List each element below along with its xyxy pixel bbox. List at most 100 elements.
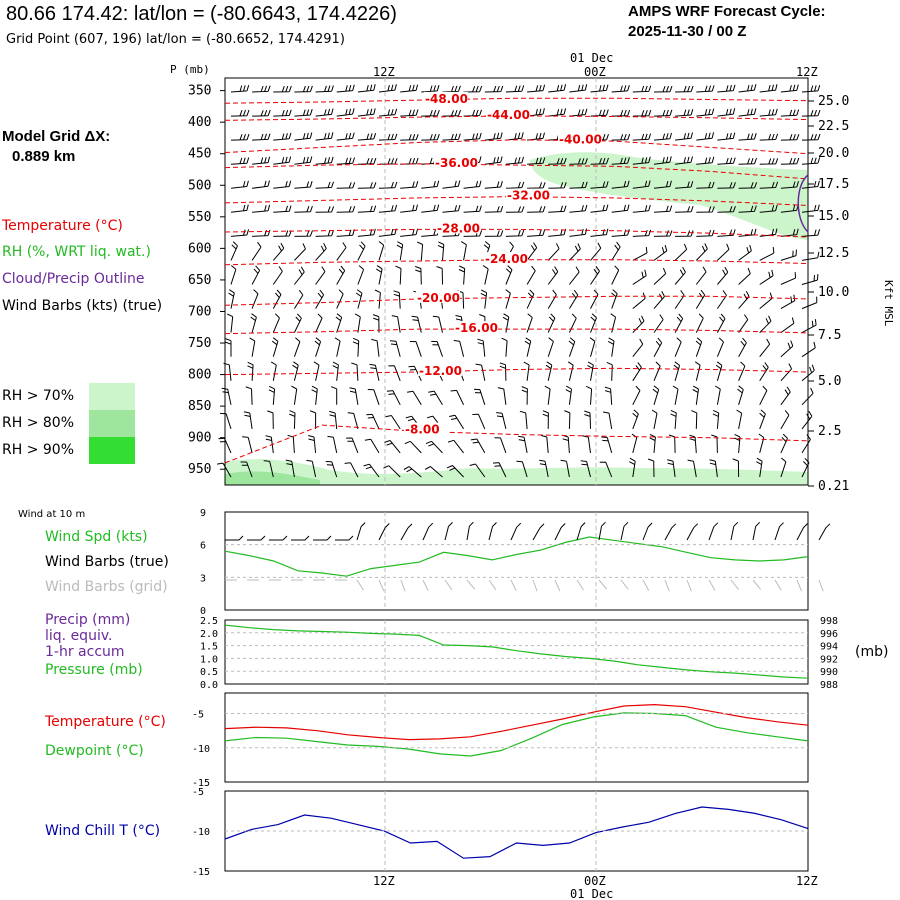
wind-barb <box>589 337 596 357</box>
wind-barb-true <box>708 522 719 541</box>
wind-barb <box>590 289 599 309</box>
wind-barb-true <box>620 521 629 541</box>
wind-barb <box>294 132 313 141</box>
wind-barb <box>801 364 815 382</box>
precip-ytick-label: 2.5 <box>200 616 218 627</box>
wind-barb <box>497 387 507 405</box>
wind-barb <box>758 433 765 454</box>
wind-barb <box>403 466 422 478</box>
wind-barb <box>548 157 567 165</box>
wind-barb <box>502 313 510 333</box>
wind-barb <box>632 315 645 333</box>
wind-barb <box>415 266 422 285</box>
wind-barb <box>385 415 401 430</box>
wind-barb <box>780 340 794 358</box>
windchill-label: Wind Chill T (°C) <box>45 823 161 839</box>
wind-barb <box>716 337 724 357</box>
wind-barb <box>780 294 796 310</box>
wind-barb <box>780 109 800 117</box>
rh-area-surface-strong <box>225 471 320 485</box>
wind-barb <box>737 385 744 405</box>
wind-barb <box>717 132 736 141</box>
wind-barb <box>738 84 757 93</box>
wind-barb <box>780 410 790 430</box>
wind-barb <box>759 292 773 309</box>
wind-barb <box>717 157 736 165</box>
wind-barb <box>273 156 292 165</box>
wind-barb <box>424 466 443 478</box>
wind-barb <box>738 337 747 357</box>
wind-barb <box>243 411 253 429</box>
wind-barb <box>378 181 398 189</box>
wind-barb <box>336 157 355 165</box>
wind-barb <box>407 390 422 406</box>
wind-barb <box>408 365 422 382</box>
height-tick-label: 10.0 <box>818 285 849 300</box>
wind-barb <box>780 249 797 261</box>
wind-barb <box>653 85 673 93</box>
legend-rh: RH (%, WRT liq. wat.) <box>2 244 151 260</box>
contour-label: -32.00 <box>507 189 550 203</box>
panel-frame <box>224 619 809 685</box>
wind-barb <box>539 459 549 478</box>
wind-barb <box>349 387 359 405</box>
wind-barb <box>217 462 232 478</box>
temperature-panel: -15 -10 -5 <box>192 692 809 789</box>
contour-label-bg <box>404 422 448 435</box>
temperature-label: Temperature (°C) <box>45 714 166 730</box>
wind-barb <box>547 289 557 309</box>
wind-barb <box>527 132 545 141</box>
wind-barb <box>694 361 701 381</box>
precip-ytick-label: 0.0 <box>200 680 218 691</box>
wind-barb <box>484 205 504 213</box>
wind-barb <box>738 267 751 285</box>
pressure-ytick-label: 994 <box>820 642 838 653</box>
wind-barb <box>411 315 422 333</box>
temperature-contour <box>224 163 809 180</box>
wind-barb <box>346 437 359 454</box>
wind-barb <box>672 385 679 405</box>
wind-barb <box>801 387 814 406</box>
wind-barb <box>527 182 546 189</box>
page-title: 80.66 174.42: lat/lon = (-80.6643, 174.4… <box>6 3 397 25</box>
pressure-tick-label: 400 <box>188 115 211 130</box>
wind-barb <box>675 132 693 141</box>
wind-barb-true <box>247 535 266 541</box>
wind-barb <box>653 314 664 333</box>
wind-barb <box>225 338 232 357</box>
wind-barb-true <box>313 535 332 541</box>
pressure-ytick-label: 990 <box>820 667 838 678</box>
wind-barb <box>759 158 779 165</box>
contour-label: -44.00 <box>487 108 530 122</box>
wind-barb <box>611 265 620 285</box>
series-line <box>224 536 809 577</box>
contour-label: -24.00 <box>485 252 528 266</box>
wind-barb <box>801 410 813 430</box>
wind-barb <box>696 181 715 189</box>
wind-barb <box>270 361 277 381</box>
precip-ytick-label: 1.0 <box>200 654 218 665</box>
wind-barb <box>580 460 591 478</box>
pressure-tick-label: 600 <box>188 241 211 256</box>
wind-barbs-true-label: Wind Barbs (true) <box>45 554 169 570</box>
wind-barb <box>315 132 334 141</box>
series-line <box>224 806 809 859</box>
wind-barb <box>569 158 588 165</box>
time-label-bottom: 00Z <box>584 874 606 888</box>
wind-barb <box>675 109 694 117</box>
wind-barb <box>568 289 579 309</box>
wind-barb <box>692 385 699 405</box>
wind-barb <box>801 133 821 141</box>
contour-label: -28.00 <box>437 221 480 235</box>
wind-barb <box>732 458 740 478</box>
wind-barb-true <box>356 522 366 541</box>
wind-barb <box>547 337 554 357</box>
wind-barb <box>759 338 771 358</box>
wind-barb <box>293 337 301 357</box>
wind-barb <box>230 109 250 117</box>
cloud-outline <box>797 174 809 233</box>
pressure-ytick-label: 988 <box>820 680 838 691</box>
wind-barb <box>547 266 559 285</box>
wind-barb-true <box>576 522 586 541</box>
height-axis-label: Kft MSL <box>882 280 895 327</box>
